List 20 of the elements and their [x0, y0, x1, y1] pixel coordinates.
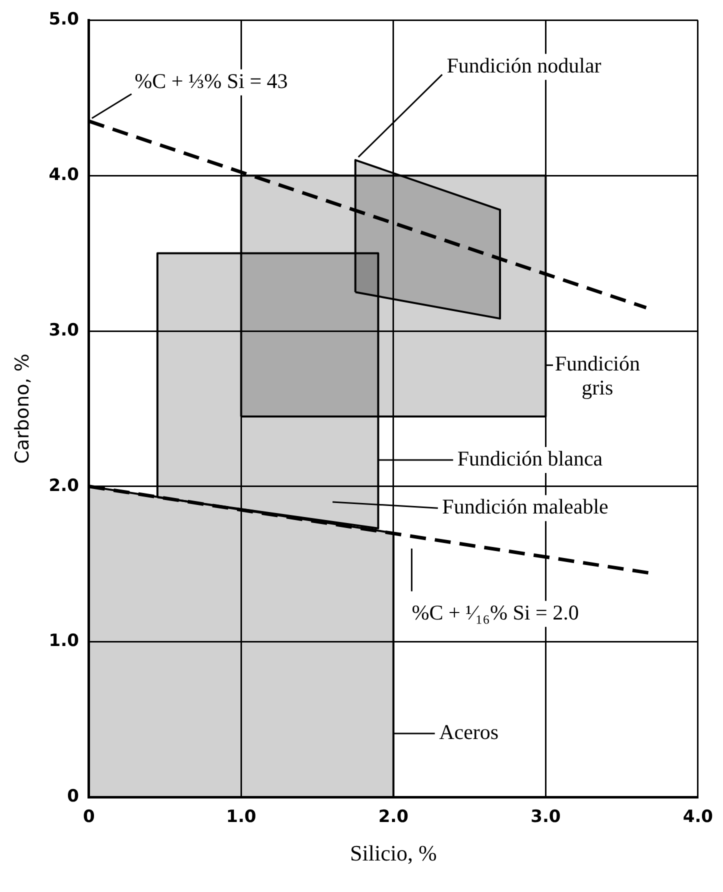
y-tick-label: 5.0 [48, 10, 80, 30]
y-tick-label: 1.0 [48, 631, 80, 652]
annotation: Aceros [439, 720, 499, 744]
y-tick-label: 4.0 [48, 165, 80, 186]
annotation: Fundición nodular [446, 53, 602, 78]
x-axis-title: Silicio, % [350, 840, 437, 866]
annotation: Fundición blanca [457, 446, 604, 470]
x-tick-label: 2.0 [378, 806, 409, 827]
annotation: Fundición maleable [442, 494, 608, 519]
x-tick-label: 4.0 [682, 806, 714, 827]
annotation: %C + ¹⁄₁₆% Si = 2.0 [412, 600, 579, 624]
annotation: %C + ⅓% Si = 43 [134, 68, 288, 93]
x-tick-label: 0 [82, 806, 95, 827]
y-tick-label: 2.0 [48, 476, 80, 496]
y-tick-label: 0 [67, 786, 80, 807]
y-axis-title: Carbono, % [11, 354, 34, 464]
annotation: Fundición gris [554, 352, 640, 400]
x-tick-label: 1.0 [226, 806, 256, 827]
x-tick-label: 3.0 [530, 806, 561, 827]
y-tick-label: 3.0 [48, 320, 80, 340]
